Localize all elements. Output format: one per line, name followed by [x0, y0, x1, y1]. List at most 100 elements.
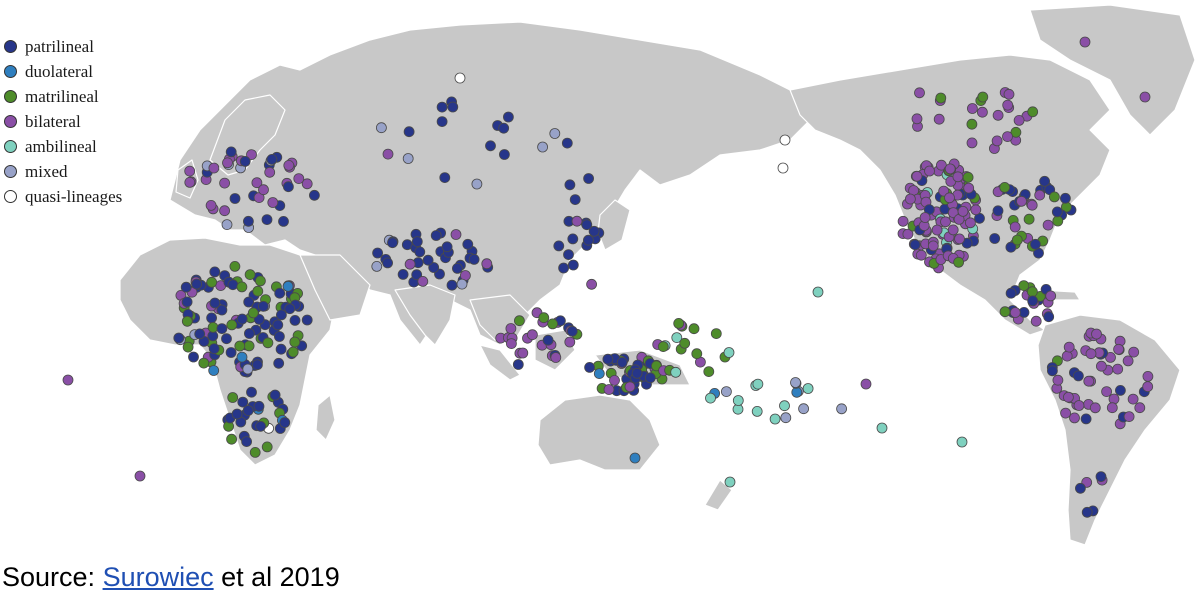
society-marker-patrilineal — [563, 249, 574, 261]
society-marker-patrilineal — [181, 296, 193, 308]
society-marker-bilateral — [417, 275, 429, 287]
society-marker-patrilineal — [242, 215, 254, 227]
society-marker-bilateral — [1009, 221, 1021, 233]
society-marker-matrilineal — [234, 340, 246, 352]
society-marker-matrilineal — [261, 441, 273, 453]
society-marker-bilateral — [924, 165, 935, 177]
society-marker-patrilineal — [1075, 482, 1086, 494]
society-marker-mixed — [242, 363, 254, 375]
society-marker-bilateral — [208, 162, 220, 174]
society-marker-ambilineal — [812, 286, 824, 298]
society-marker-bilateral — [258, 184, 269, 196]
legend-swatch-ambilineal — [4, 140, 17, 153]
society-marker-patrilineal — [992, 205, 1004, 217]
society-marker-patrilineal — [246, 386, 257, 398]
society-marker-matrilineal — [226, 319, 238, 331]
society-marker-bilateral — [571, 215, 583, 227]
society-marker-patrilineal — [382, 257, 394, 269]
society-marker-quasi — [454, 72, 466, 84]
society-marker-bilateral — [860, 378, 872, 390]
society-marker-patrilineal — [241, 436, 253, 448]
society-marker-bilateral — [586, 278, 597, 290]
society-marker-patrilineal — [581, 219, 593, 231]
society-marker-patrilineal — [194, 328, 206, 340]
society-marker-matrilineal — [182, 341, 194, 353]
society-marker-bilateral — [1113, 343, 1124, 355]
society-marker-duolateral — [282, 280, 294, 292]
society-marker-duolateral — [208, 365, 220, 376]
society-marker-matrilineal — [226, 433, 238, 445]
society-marker-bilateral — [915, 249, 927, 261]
society-marker-patrilineal — [1039, 175, 1050, 187]
society-marker-patrilineal — [403, 126, 415, 138]
society-marker-bilateral — [1030, 315, 1042, 327]
society-marker-matrilineal — [207, 321, 219, 333]
society-marker-matrilineal — [244, 269, 256, 281]
society-marker-bilateral — [1016, 195, 1027, 207]
society-marker-patrilineal — [253, 400, 265, 412]
society-marker-matrilineal — [999, 181, 1011, 193]
society-marker-ambilineal — [752, 378, 764, 390]
australia-landmass — [537, 394, 661, 471]
society-marker-bilateral — [897, 215, 909, 227]
legend-swatch-duolateral — [4, 65, 17, 78]
society-marker-mixed — [721, 386, 732, 398]
society-marker-patrilineal — [411, 236, 423, 248]
source-link[interactable]: Surowiec — [102, 562, 214, 592]
society-marker-matrilineal — [935, 92, 947, 104]
society-marker-patrilineal — [512, 359, 524, 370]
society-marker-patrilineal — [430, 230, 442, 241]
society-marker-bilateral — [1083, 375, 1095, 387]
society-marker-bilateral — [952, 171, 964, 183]
society-marker-bilateral — [944, 192, 955, 204]
legend-item-quasi: quasi-lineages — [4, 184, 122, 209]
society-marker-bilateral — [1042, 219, 1054, 231]
society-marker-bilateral — [1085, 348, 1097, 360]
society-marker-patrilineal — [273, 331, 285, 342]
society-marker-matrilineal — [547, 318, 558, 330]
society-marker-quasi — [779, 134, 791, 146]
society-marker-matrilineal — [977, 91, 989, 103]
society-marker-patrilineal — [436, 101, 448, 113]
society-marker-matrilineal — [247, 307, 259, 319]
society-marker-bilateral — [205, 199, 217, 211]
society-marker-bilateral — [947, 224, 959, 236]
society-marker-matrilineal — [673, 317, 685, 329]
society-marker-bilateral — [911, 113, 923, 125]
society-marker-bilateral — [251, 177, 263, 189]
society-marker-duolateral — [593, 368, 605, 380]
society-marker-mixed — [549, 128, 561, 139]
society-marker-patrilineal — [206, 312, 218, 324]
society-marker-ambilineal — [724, 476, 736, 488]
society-marker-bilateral — [1101, 386, 1112, 398]
society-marker-patrilineal — [446, 279, 458, 291]
society-marker-bilateral — [293, 173, 305, 185]
society-marker-bilateral — [1108, 393, 1120, 405]
society-marker-bilateral — [382, 148, 394, 160]
society-marker-matrilineal — [514, 315, 525, 327]
society-marker-patrilineal — [255, 420, 267, 432]
society-marker-mixed — [836, 403, 847, 415]
society-marker-bilateral — [1112, 363, 1124, 375]
society-marker-matrilineal — [181, 315, 193, 327]
legend-item-bilateral: bilateral — [4, 109, 122, 134]
society-marker-patrilineal — [251, 359, 263, 371]
society-marker-patrilineal — [498, 122, 510, 134]
society-marker-bilateral — [134, 470, 146, 482]
society-marker-mixed — [375, 122, 387, 134]
society-marker-patrilineal — [239, 155, 251, 167]
society-marker-bilateral — [992, 109, 1004, 121]
society-marker-bilateral — [301, 178, 313, 190]
society-marker-mixed — [221, 219, 233, 231]
society-marker-matrilineal — [1010, 126, 1022, 138]
society-marker-patrilineal — [567, 233, 579, 245]
society-marker-bilateral — [1091, 328, 1102, 340]
society-marker-ambilineal — [751, 405, 763, 417]
society-marker-patrilineal — [1047, 365, 1058, 377]
society-marker-patrilineal — [243, 328, 255, 339]
society-marker-bilateral — [609, 374, 620, 386]
society-marker-bilateral — [550, 352, 562, 363]
society-marker-patrilineal — [644, 372, 656, 384]
society-marker-patrilineal — [564, 179, 576, 191]
society-marker-bilateral — [1142, 381, 1154, 393]
